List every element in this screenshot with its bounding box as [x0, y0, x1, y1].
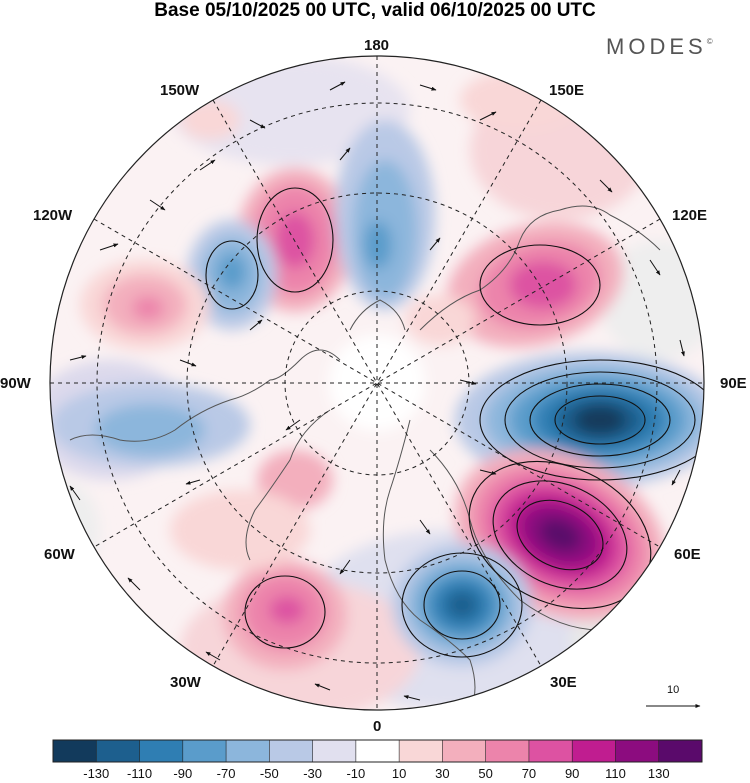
lon-label-30w: 30W	[170, 674, 201, 691]
lon-label-90e: 90E	[720, 375, 747, 392]
colorbar-swatch	[139, 740, 184, 762]
wind-vector	[205, 651, 221, 661]
colorbar-swatch	[485, 740, 530, 762]
anomaly-field	[50, 56, 704, 710]
colorbar	[52, 739, 703, 763]
lon-label-90w: 90W	[0, 375, 31, 392]
brand-copyright-mark: ©	[706, 36, 713, 46]
wind-vector	[479, 469, 497, 475]
wind-vector	[403, 695, 421, 701]
colorbar-tick-label: 110	[605, 766, 626, 781]
wind-vector	[429, 237, 441, 251]
colorbar-swatch	[182, 740, 227, 762]
wind-vector	[459, 379, 477, 385]
colorbar-border	[52, 739, 703, 763]
lon-label-30e: 30E	[550, 674, 577, 691]
colorbar-swatch	[658, 740, 703, 762]
map-border	[49, 55, 705, 711]
wind-vector	[249, 319, 263, 331]
low-90e	[455, 352, 704, 488]
wind-vector	[339, 559, 351, 575]
colorbar-tick-label: 70	[521, 766, 537, 781]
coastlines	[69, 205, 661, 710]
colorbar-tick-label: -90	[173, 766, 193, 781]
low-30e	[392, 543, 532, 667]
colorbar-tick-label: 90	[564, 766, 580, 781]
brand-name: MODES	[606, 34, 707, 59]
wind-vector	[587, 649, 601, 661]
lon-label-120e: 120E	[672, 207, 708, 224]
wind-vector	[249, 119, 266, 129]
wind-vector	[99, 243, 119, 251]
colorbar-tick-label: 130	[647, 766, 670, 781]
wind-vector	[671, 469, 681, 486]
colorbar-swatch	[442, 740, 487, 762]
wind-vector	[479, 111, 497, 121]
wind-vector	[285, 419, 301, 431]
colorbar-tick-label: -110	[127, 766, 153, 781]
lon-label-0: 0	[373, 718, 382, 735]
colorbar-swatch	[269, 740, 314, 762]
wind-vector	[649, 589, 661, 601]
reference-vector-label: 10	[667, 684, 680, 696]
wind-vector	[679, 339, 685, 357]
wind-vector	[185, 479, 201, 485]
colorbar-tick-label: -50	[259, 766, 279, 781]
wind-vector	[69, 355, 87, 361]
colorbar-swatch	[528, 740, 573, 762]
low-175e	[335, 120, 435, 310]
colorbar-swatch	[53, 740, 97, 762]
graticule	[50, 56, 704, 710]
wind-vector	[419, 519, 431, 535]
colorbar-swatch	[572, 740, 616, 762]
wind-vector	[339, 147, 351, 161]
lon-label-150e: 150E	[549, 82, 585, 99]
wind-vector	[69, 485, 81, 501]
lon-label-150w: 150W	[160, 82, 200, 99]
colorbar-tick-label: -130	[83, 766, 110, 781]
colorbar-tick-label: 10	[391, 766, 407, 781]
colorbar-swatch	[226, 740, 270, 762]
brand-logo: MODES©	[606, 34, 713, 60]
wind-vector	[649, 259, 661, 276]
low-80w	[50, 383, 250, 467]
colorbar-swatch	[96, 740, 141, 762]
colorbar-tick-label: -30	[303, 766, 322, 781]
high-110w	[80, 260, 210, 350]
colorbar-swatch	[355, 740, 400, 762]
colorbar-swatch	[615, 740, 660, 762]
wind-vector	[199, 159, 216, 171]
wind-vector	[599, 179, 613, 193]
wind-vector	[149, 199, 166, 211]
lon-label-120w: 120W	[33, 207, 73, 224]
map-disc	[50, 56, 704, 710]
map-title: Base 05/10/2025 00 UTC, valid 06/10/2025…	[154, 0, 596, 21]
wind-vector	[179, 359, 197, 367]
colorbar-swatch	[399, 740, 443, 762]
high-35w	[223, 560, 347, 670]
wind-vector	[504, 683, 521, 691]
lon-label-60w: 60W	[44, 546, 75, 563]
wind-vector	[419, 84, 437, 91]
colorbar-swatch	[312, 740, 357, 762]
lon-label-60e: 60E	[674, 546, 701, 563]
colorbar-tick-label: -70	[216, 766, 236, 781]
wind-vector	[127, 577, 141, 591]
lon-label-180: 180	[364, 37, 390, 54]
wind-vector	[329, 81, 346, 91]
wind-vector	[314, 683, 331, 691]
colorbar-tick-label: -10	[346, 766, 366, 781]
colorbar-tick-label: 30	[435, 766, 450, 781]
colorbar-tick-label: 50	[478, 766, 493, 781]
